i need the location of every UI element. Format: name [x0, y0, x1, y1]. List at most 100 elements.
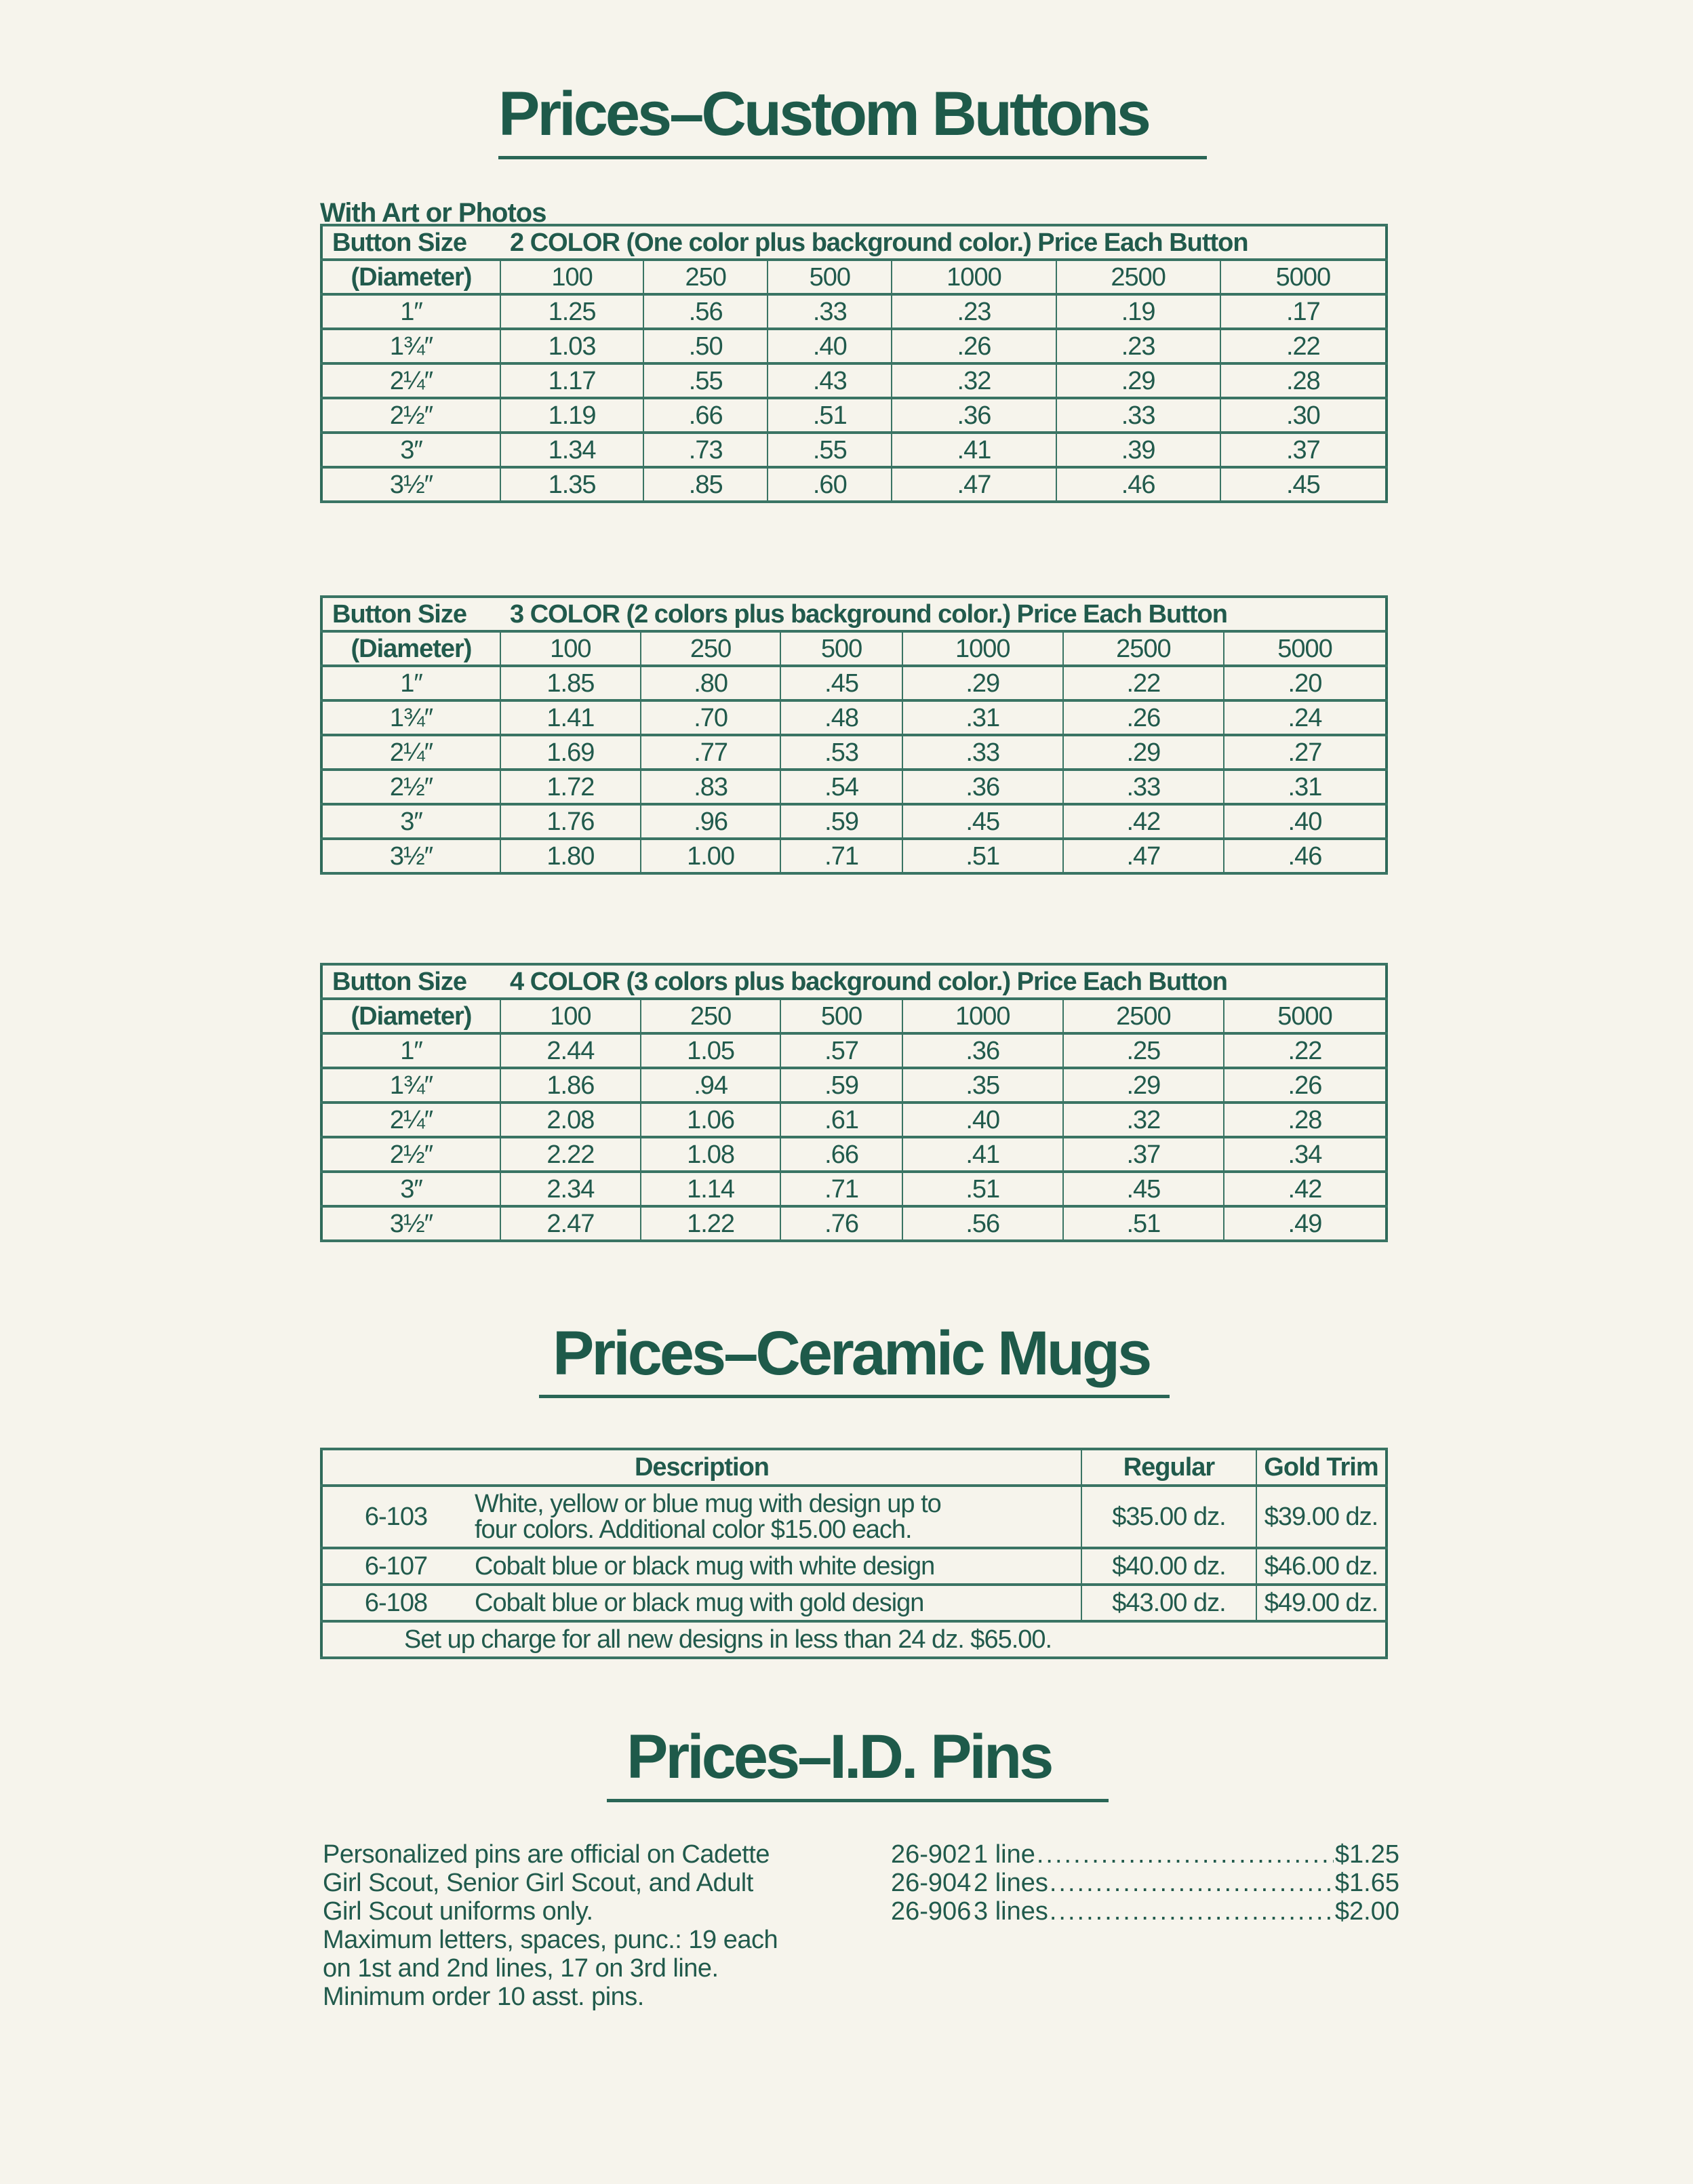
button-size-label: Button Size: [321, 595, 500, 633]
price-cell: .40: [1222, 803, 1387, 840]
price-cell: .66: [780, 1136, 902, 1173]
button-size: 3½″: [321, 1205, 500, 1242]
price-cell: .55: [767, 431, 892, 469]
pin-label: 1 line: [974, 1840, 1035, 1869]
button-size: 1″: [321, 293, 500, 330]
price-cell: .26: [891, 327, 1056, 365]
button-size: 2½″: [321, 1136, 500, 1173]
table-row: 1¾″ 1.41.70.48.31.26.24: [321, 699, 1387, 736]
table-row: 1″ 1.25.56.33.23.19.17: [321, 293, 1387, 330]
table-row: 3½″ 1.35.85.60.47.46.45: [321, 466, 1387, 503]
price-cell: .23: [891, 293, 1056, 330]
price-cell: .35: [901, 1067, 1063, 1104]
price-cell: 2.34: [500, 1170, 641, 1208]
table-row: 3½″ 1.80 1.00.71.51.47.46: [321, 837, 1387, 875]
pin-price: $1.65: [1334, 1869, 1399, 1897]
description-line: Maximum letters, spaces, punc.: 19 each: [323, 1926, 778, 1954]
quantity-header-row: (Diameter) 100 250 500 1000 2500 5000: [321, 258, 1387, 296]
button-size: 3½″: [321, 466, 500, 503]
price-cell: 1.06: [639, 1101, 781, 1138]
price-cell: .24: [1222, 699, 1387, 736]
pin-code: 26-902: [891, 1840, 972, 1869]
diameter-label: (Diameter): [321, 997, 500, 1035]
dot-leader: [1037, 1840, 1334, 1869]
button-price-table: Button Size 2 COLOR (One color plus backg…: [320, 224, 1388, 503]
quantity-header: 100: [499, 258, 644, 296]
table-title-row: Button Size 3 COLOR (2 colors plus backgr…: [321, 595, 1387, 633]
table-row: 6-107 Cobalt blue or black mug with white…: [321, 1547, 1387, 1586]
price-cell: .22: [1219, 327, 1387, 365]
price-cell: .20: [1222, 664, 1387, 702]
price-cell: .80: [639, 664, 781, 702]
quantity-header: 250: [639, 630, 781, 667]
price-cell: .22: [1062, 664, 1224, 702]
pin-code: 26-906: [891, 1897, 972, 1926]
table-row: 2½″ 1.19.66.51.36.33.30: [321, 397, 1387, 434]
price-cell: .28: [1222, 1101, 1387, 1138]
mug-price-table: Description Regular Gold Trim 6-103 White…: [320, 1448, 1388, 1659]
button-size: 2¼″: [321, 362, 500, 399]
price-cell: .33: [767, 293, 892, 330]
quantity-header: 2500: [1062, 630, 1224, 667]
price-cell: .37: [1062, 1136, 1224, 1173]
table-row: 1¾″ 1.86.94.59.35.29.26: [321, 1067, 1387, 1104]
description-line: Personalized pins are official on Cadett…: [323, 1840, 770, 1869]
table-heading: 4 COLOR (3 colors plus background color.…: [500, 963, 1387, 1000]
price-cell: 1.05: [639, 1032, 781, 1069]
price-cell: .70: [639, 699, 781, 736]
price-cell: 1.08: [639, 1136, 781, 1173]
table-row: 3″ 1.76.96.59.45.42.40: [321, 803, 1387, 840]
description-line: Cobalt blue or black mug with gold desig…: [475, 1589, 924, 1617]
description-line: Girl Scout, Senior Girl Scout, and Adult: [323, 1869, 753, 1897]
price-cell: .73: [643, 431, 768, 469]
price-cell: 1.69: [500, 734, 641, 771]
pin-code: 26-904: [891, 1869, 972, 1897]
price-cell: .59: [780, 803, 902, 840]
price-cell: .42: [1062, 803, 1224, 840]
price-cell: .59: [780, 1067, 902, 1104]
price-cell: .40: [901, 1101, 1063, 1138]
pin-price: $2.00: [1334, 1897, 1399, 1926]
buttons-title-underline: [498, 156, 1207, 159]
price-cell: .57: [780, 1032, 902, 1069]
price-cell: .54: [780, 768, 902, 806]
price-cell: 2.44: [500, 1032, 641, 1069]
gold-trim-price: $49.00 dz.: [1255, 1583, 1387, 1623]
gold-trim-header: Gold Trim: [1255, 1448, 1387, 1487]
price-cell: .31: [1222, 768, 1387, 806]
gold-trim-price: $39.00 dz.: [1255, 1484, 1387, 1549]
pin-label: 3 lines: [974, 1897, 1048, 1926]
price-cell: 1.80: [500, 837, 641, 875]
buttons-subtitle: With Art or Photos: [320, 198, 546, 228]
description-line: Girl Scout uniforms only.: [323, 1897, 593, 1926]
button-size-label: Button Size: [321, 963, 500, 1000]
setup-note-row: Set up charge for all new designs in les…: [321, 1620, 1387, 1659]
quantity-header: 250: [643, 258, 768, 296]
table-row: 2½″ 1.72.83.54.36.33.31: [321, 768, 1387, 806]
price-cell: .53: [780, 734, 902, 771]
button-price-table: Button Size 4 COLOR (3 colors plus backgr…: [320, 963, 1388, 1242]
price-cell: .28: [1219, 362, 1387, 399]
table-row: 2½″ 2.22 1.08.66.41.37.34: [321, 1136, 1387, 1173]
quantity-header: 250: [639, 997, 781, 1035]
table-row: 2¼″ 1.69.77.53.33.29.27: [321, 734, 1387, 771]
price-cell: 1.41: [500, 699, 641, 736]
price-cell: 1.14: [639, 1170, 781, 1208]
quantity-header: 2500: [1055, 258, 1220, 296]
price-cell: .61: [780, 1101, 902, 1138]
table-heading: 3 COLOR (2 colors plus background color.…: [500, 595, 1387, 633]
table-header-row: Description Regular Gold Trim: [321, 1448, 1387, 1487]
price-cell: .45: [1062, 1170, 1224, 1208]
price-cell: 1.00: [639, 837, 781, 875]
pin-price: $1.25: [1334, 1840, 1399, 1869]
price-cell: 1.76: [500, 803, 641, 840]
price-cell: .56: [643, 293, 768, 330]
price-cell: .60: [767, 466, 892, 503]
quantity-header: 5000: [1222, 997, 1387, 1035]
price-cell: .51: [901, 1170, 1063, 1208]
quantity-header: 1000: [891, 258, 1056, 296]
price-cell: .50: [643, 327, 768, 365]
